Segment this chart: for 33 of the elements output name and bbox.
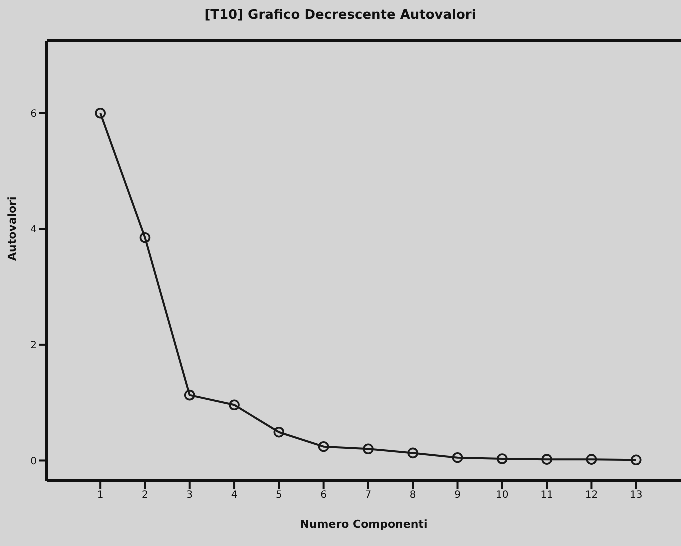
point: [274, 426, 285, 438]
point: [363, 444, 374, 455]
x-tick-label: 5: [276, 490, 282, 502]
point: [586, 454, 598, 465]
chart-title: [T10] Grafico Decrescente Autovalori: [204, 8, 478, 23]
x-tick-label: 2: [142, 490, 148, 502]
x-tick-label: 1: [97, 490, 104, 502]
point: [452, 452, 464, 464]
point: [318, 441, 330, 452]
x-tick-label: 6: [320, 490, 328, 502]
point: [184, 390, 196, 401]
point: [140, 232, 151, 244]
point: [95, 108, 106, 119]
x-tick-label: 13: [630, 490, 643, 502]
x-tick-label: 8: [410, 490, 416, 502]
y-axis-title: Autovalori: [6, 196, 19, 261]
point: [408, 448, 419, 459]
point: [630, 454, 642, 466]
point: [542, 454, 552, 465]
x-tick-label: 7: [365, 490, 372, 502]
y-tick-label: 2: [30, 340, 37, 352]
x-tick-label: 11: [540, 490, 554, 502]
point: [497, 454, 508, 464]
y-tick-label: 0: [30, 456, 37, 468]
y-tick-label: 4: [30, 224, 37, 236]
x-axis-title: Numero Componenti: [300, 518, 428, 531]
x-tick-label: 12: [585, 490, 598, 502]
x-tick-label: 9: [454, 490, 461, 502]
x-tick-label: 3: [186, 490, 194, 502]
y-tick-label: 6: [30, 108, 37, 120]
point: [229, 400, 240, 411]
x-tick-label: 4: [231, 490, 238, 502]
x-tick-label: 10: [496, 490, 509, 502]
